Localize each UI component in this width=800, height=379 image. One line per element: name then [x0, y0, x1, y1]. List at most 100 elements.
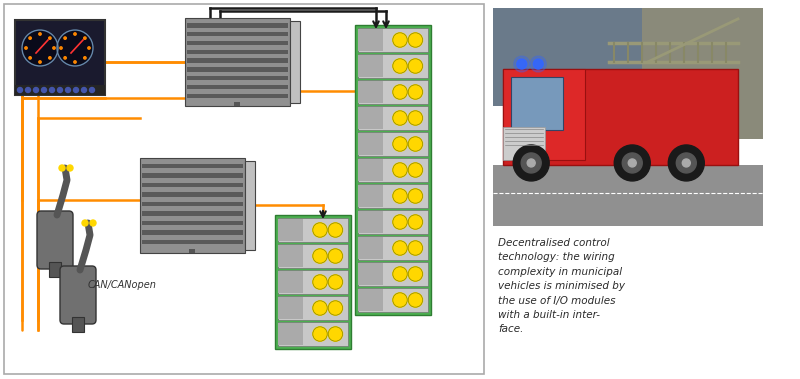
- Circle shape: [60, 47, 62, 49]
- Circle shape: [622, 153, 642, 173]
- Bar: [358, 106, 428, 130]
- Bar: [187, 50, 288, 54]
- Circle shape: [88, 47, 90, 49]
- Circle shape: [393, 267, 407, 281]
- Bar: [187, 85, 288, 89]
- Circle shape: [614, 145, 650, 181]
- Circle shape: [313, 249, 327, 263]
- Bar: [358, 289, 382, 311]
- Circle shape: [29, 37, 31, 39]
- Circle shape: [53, 47, 55, 49]
- Bar: [503, 69, 738, 165]
- Bar: [187, 58, 288, 63]
- Circle shape: [57, 30, 93, 66]
- Bar: [278, 322, 348, 346]
- Bar: [503, 127, 546, 160]
- Circle shape: [408, 85, 422, 99]
- Circle shape: [328, 223, 342, 237]
- Bar: [358, 185, 382, 207]
- Bar: [358, 28, 428, 52]
- Bar: [642, 8, 763, 139]
- Bar: [278, 244, 348, 268]
- Circle shape: [82, 220, 88, 226]
- Circle shape: [90, 88, 94, 92]
- Circle shape: [42, 88, 46, 92]
- Circle shape: [74, 33, 76, 35]
- Bar: [72, 317, 84, 332]
- Bar: [142, 183, 243, 188]
- Circle shape: [514, 56, 530, 72]
- Circle shape: [49, 57, 51, 59]
- Circle shape: [25, 47, 27, 49]
- Circle shape: [328, 249, 342, 263]
- Bar: [187, 32, 288, 36]
- Circle shape: [38, 33, 42, 35]
- Bar: [142, 230, 243, 235]
- Bar: [278, 219, 302, 241]
- Circle shape: [34, 88, 38, 92]
- Circle shape: [64, 37, 66, 39]
- Circle shape: [49, 37, 51, 39]
- Bar: [358, 263, 382, 285]
- Circle shape: [393, 33, 407, 47]
- Bar: [4, 4, 484, 374]
- Bar: [358, 158, 428, 182]
- Circle shape: [408, 111, 422, 125]
- Bar: [503, 69, 586, 160]
- Bar: [142, 164, 243, 168]
- Bar: [275, 215, 351, 349]
- Circle shape: [328, 327, 342, 341]
- Circle shape: [517, 59, 526, 69]
- Circle shape: [82, 88, 86, 92]
- Bar: [142, 173, 243, 178]
- Bar: [278, 271, 302, 293]
- Circle shape: [393, 293, 407, 307]
- Bar: [278, 245, 302, 267]
- Bar: [358, 29, 382, 51]
- Bar: [187, 23, 288, 28]
- Circle shape: [84, 37, 86, 39]
- Bar: [49, 262, 61, 277]
- Bar: [493, 165, 763, 226]
- Bar: [278, 323, 302, 345]
- Bar: [358, 80, 428, 104]
- Circle shape: [668, 145, 704, 181]
- Circle shape: [408, 215, 422, 229]
- Bar: [358, 237, 382, 259]
- Circle shape: [313, 327, 327, 341]
- FancyBboxPatch shape: [37, 211, 73, 269]
- Bar: [358, 210, 428, 234]
- Bar: [140, 158, 245, 253]
- Circle shape: [90, 220, 96, 226]
- Circle shape: [328, 301, 342, 315]
- Circle shape: [408, 267, 422, 281]
- Circle shape: [66, 88, 70, 92]
- Circle shape: [408, 33, 422, 47]
- Bar: [234, 102, 240, 106]
- Circle shape: [59, 165, 65, 171]
- Circle shape: [522, 153, 542, 173]
- Bar: [358, 55, 382, 77]
- Bar: [15, 85, 105, 95]
- Circle shape: [393, 85, 407, 99]
- Bar: [245, 161, 255, 250]
- Circle shape: [393, 241, 407, 255]
- Bar: [355, 25, 431, 315]
- Circle shape: [84, 57, 86, 59]
- Circle shape: [26, 88, 30, 92]
- Circle shape: [313, 301, 327, 315]
- Bar: [358, 159, 382, 181]
- Bar: [358, 211, 382, 233]
- Bar: [358, 236, 428, 260]
- Bar: [278, 297, 302, 319]
- Circle shape: [29, 57, 31, 59]
- Bar: [187, 76, 288, 80]
- Bar: [511, 77, 562, 130]
- Circle shape: [393, 59, 407, 73]
- Bar: [358, 288, 428, 312]
- Circle shape: [64, 57, 66, 59]
- Bar: [189, 249, 195, 253]
- Circle shape: [58, 88, 62, 92]
- Circle shape: [393, 137, 407, 151]
- Bar: [142, 221, 243, 226]
